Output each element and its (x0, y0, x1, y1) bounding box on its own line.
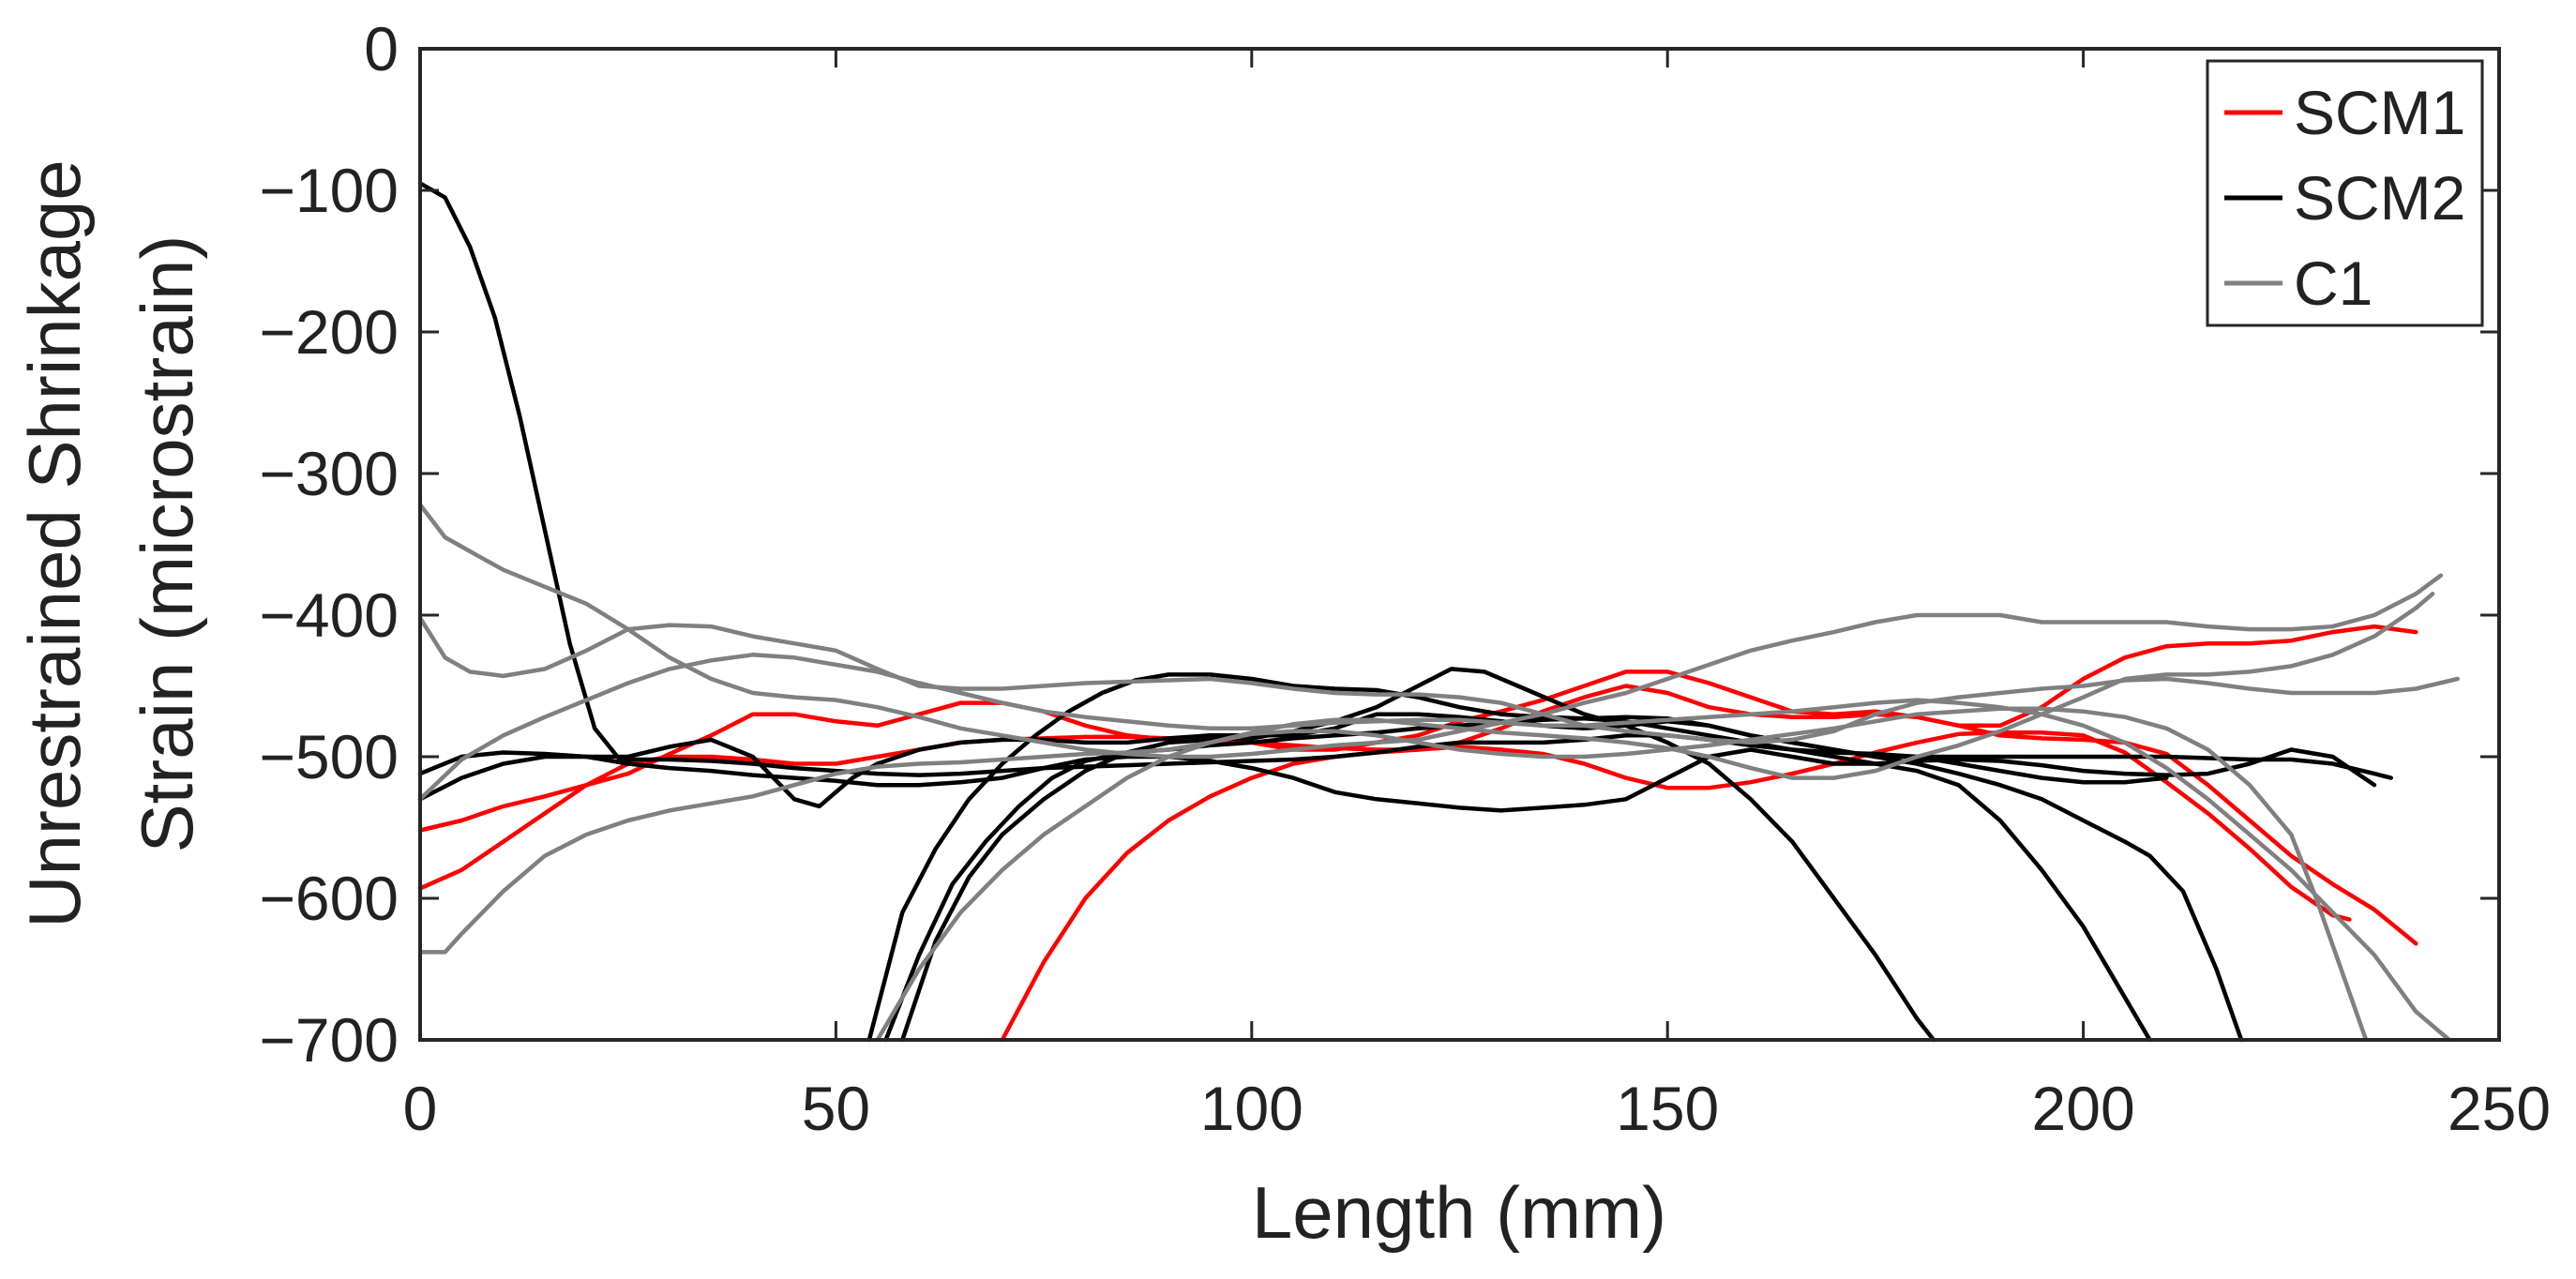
series-layer (417, 181, 2460, 1043)
y-tick-label-400: −400 (259, 580, 399, 650)
x-tick-label-0: 0 (403, 1074, 438, 1143)
series-line-c1-11 (417, 592, 2435, 955)
legend-label-scm1: SCM1 (2294, 78, 2465, 147)
y-tick-label-100: −100 (259, 156, 399, 225)
series-line-scm2-6 (900, 667, 1936, 1043)
y-axis-title-line2: Strain (microstrain) (126, 235, 208, 853)
plot-frame (418, 47, 2501, 1042)
plot-area (420, 49, 2499, 1040)
y-tick-label-300: −300 (259, 439, 399, 508)
series-line-scm1-0 (417, 624, 2418, 833)
series-line-scm1-2 (1000, 730, 2352, 1043)
x-tick-label-150: 150 (1616, 1074, 1719, 1143)
y-tick-label-600: −600 (259, 864, 399, 933)
y-tick-label-0: 0 (364, 14, 399, 83)
y-axis-title-line1: Unrestrained Shrinkage (13, 159, 96, 927)
legend: SCM1 SCM2 C1 (2206, 59, 2484, 327)
ticks-layer (418, 47, 2501, 1042)
x-tick-label-100: 100 (1200, 1074, 1303, 1143)
series-line-scm2-7 (866, 672, 2152, 1043)
series-line-scm2-4 (417, 747, 2377, 813)
series-line-scm2-3 (417, 181, 2393, 780)
series-line-c1-10 (417, 615, 2460, 745)
x-tick-label-50: 50 (802, 1074, 870, 1143)
tick-labels-layer: 0 50 100 150 200 250 0 −100 −200 −300 −400 −500 −600… (259, 14, 2551, 1143)
series-line-c1-9 (417, 502, 2444, 760)
series-line-c1-13 (875, 706, 2369, 1043)
x-tick-label-200: 200 (2032, 1074, 2135, 1143)
y-tick-label-200: −200 (259, 297, 399, 367)
x-axis-title: Length (mm) (1252, 1171, 1666, 1254)
y-tick-label-500: −500 (259, 722, 399, 791)
legend-label-scm2: SCM2 (2294, 163, 2465, 233)
y-tick-label-700: −700 (259, 1005, 399, 1075)
x-tick-label-250: 250 (2448, 1074, 2551, 1143)
series-line-c1-12 (417, 653, 2452, 1043)
legend-label-c1: C1 (2294, 248, 2373, 318)
